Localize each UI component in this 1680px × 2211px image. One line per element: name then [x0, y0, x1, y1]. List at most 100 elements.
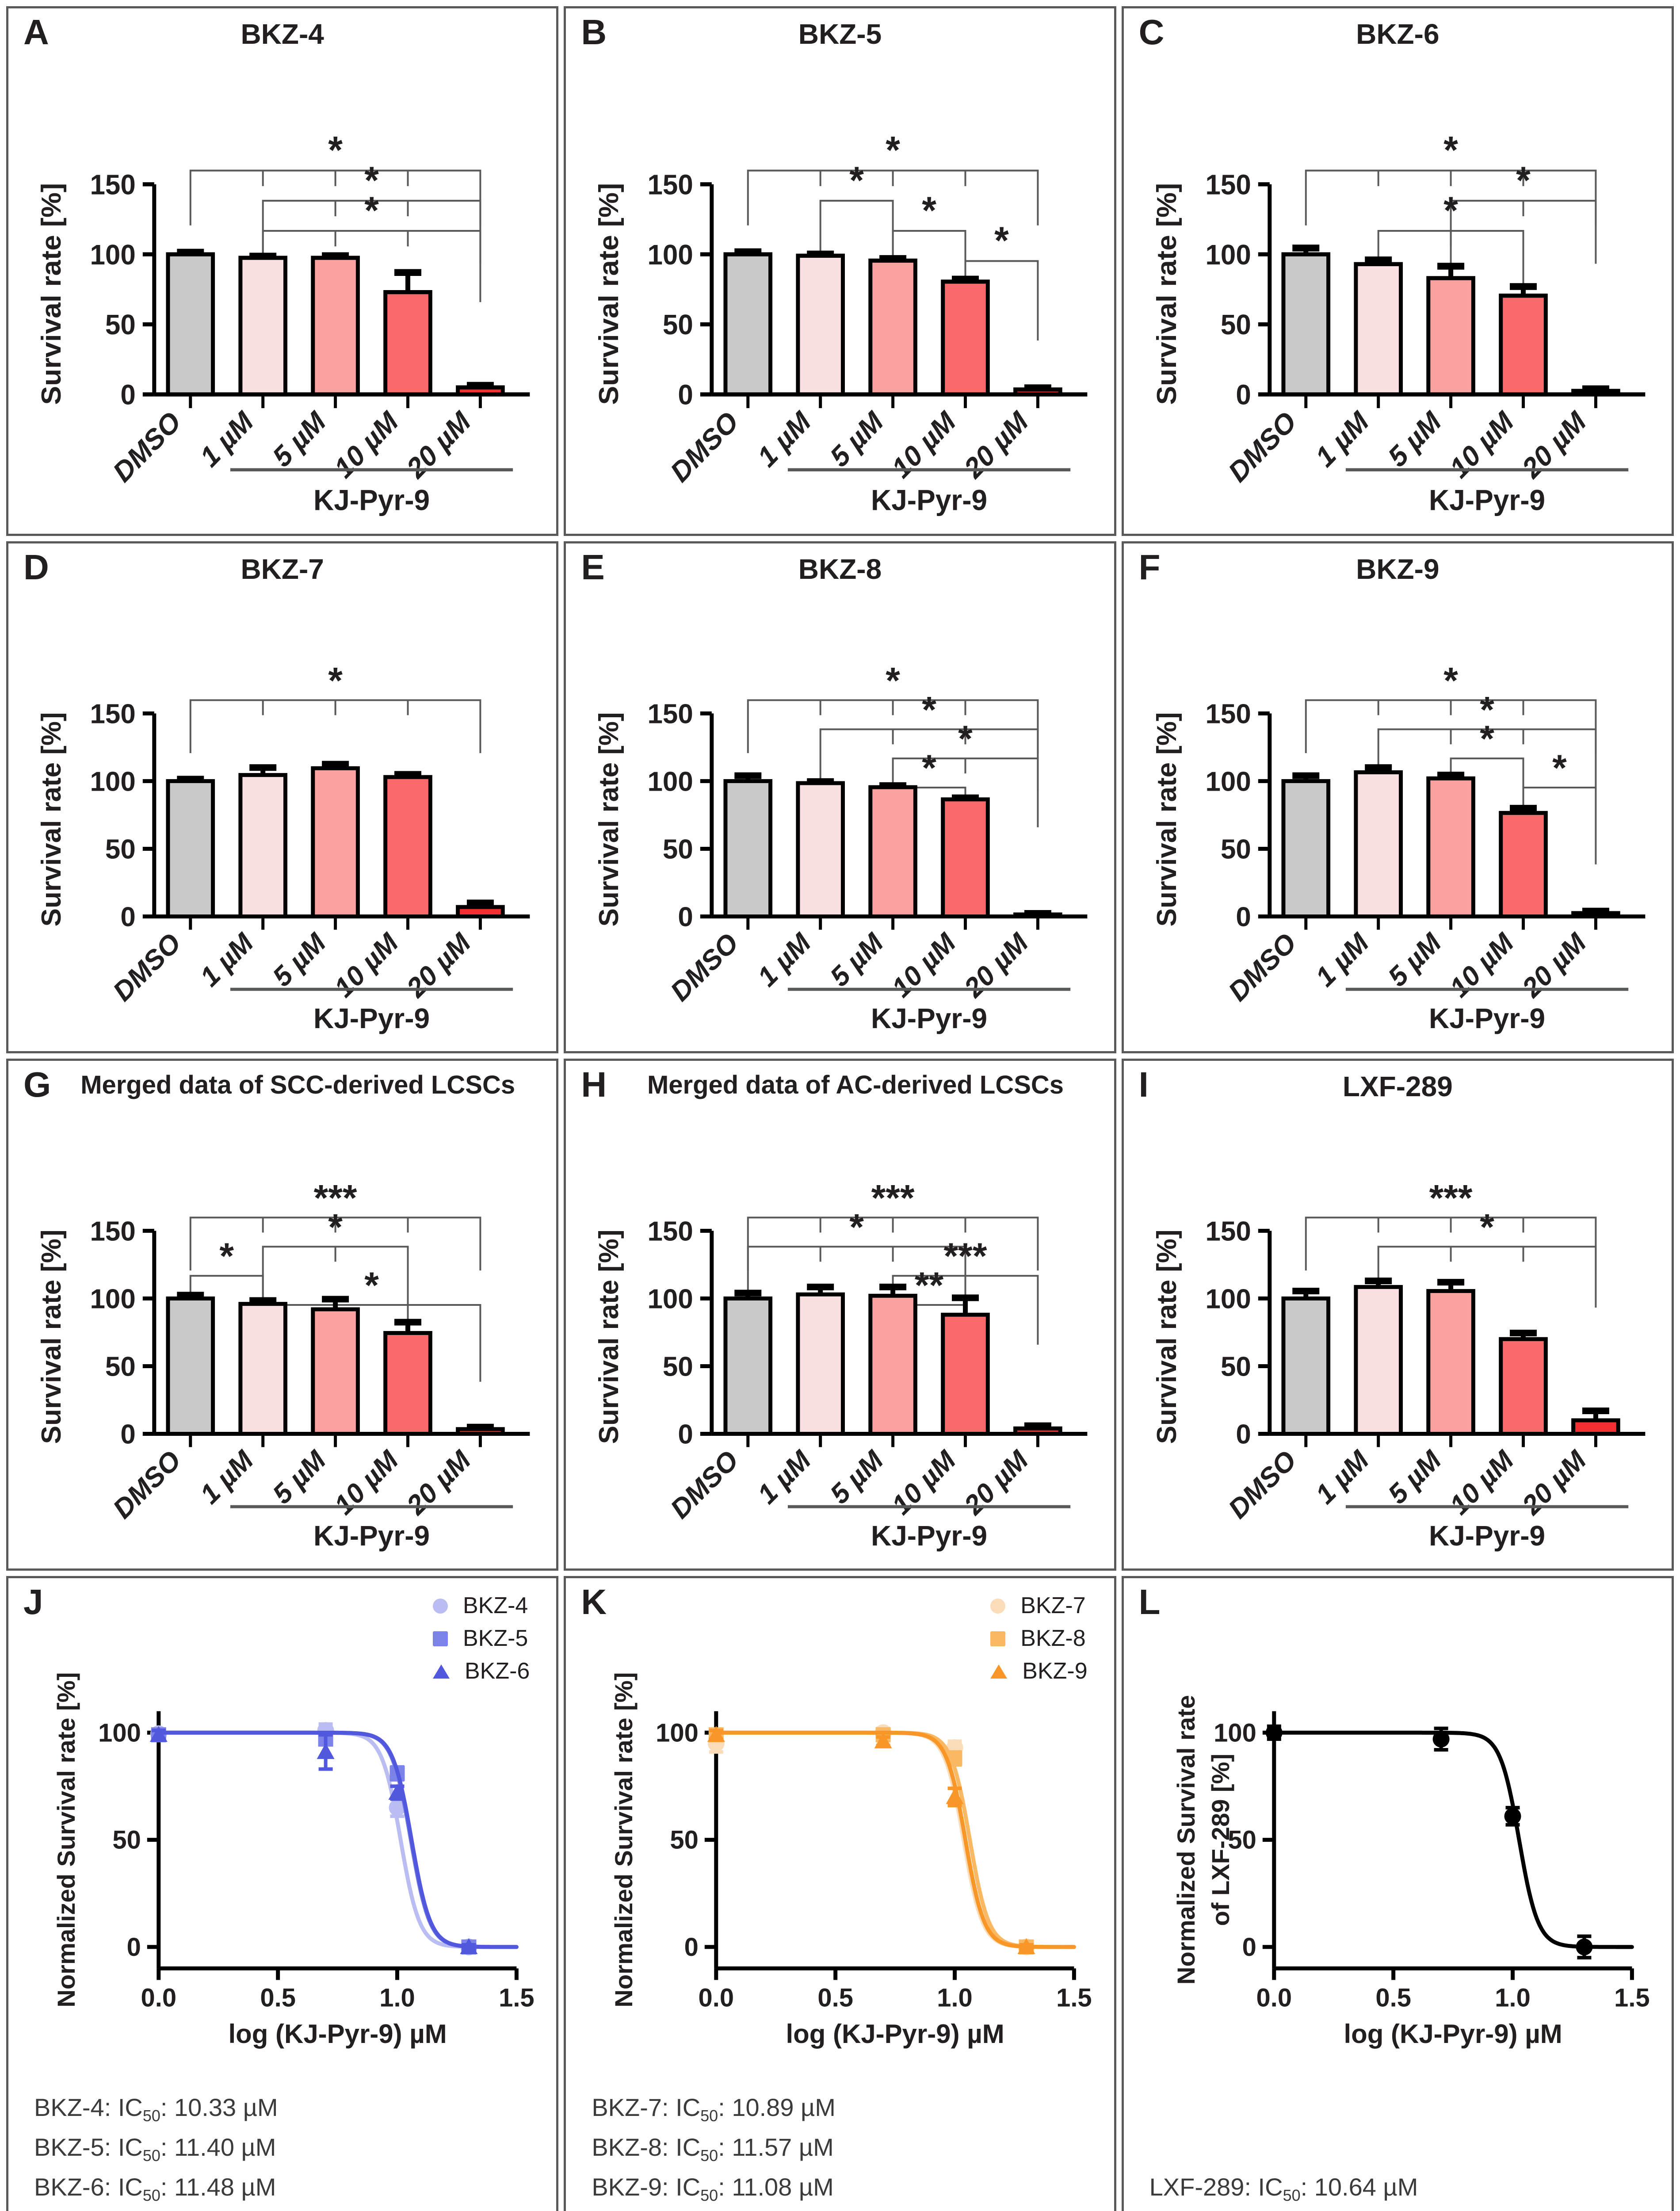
significance-bracket: ***	[747, 1177, 1039, 1271]
significance-bracket: ***	[892, 1235, 1039, 1345]
ic50-line: BKZ-7: IC50: 10.89 µM	[592, 2093, 836, 2125]
x-tick-label: 10 µM	[328, 927, 405, 1003]
y-tick-label: 0	[120, 1419, 135, 1450]
y-tick-label: 50	[112, 1826, 141, 1855]
chart-legend: BKZ-7 BKZ-8 BKZ-9	[990, 1590, 1088, 1687]
significance-stars: *	[1552, 747, 1567, 788]
x-tick-label: 0.5	[260, 1984, 296, 2012]
x-axis-label: log (KJ-Pyr-9) µM	[786, 2019, 1004, 2049]
x-tick-label: 20 µM	[958, 405, 1035, 485]
y-tick-label: 150	[648, 169, 693, 201]
group-label: KJ-Pyr-9	[871, 1002, 987, 1034]
bar	[941, 275, 990, 397]
x-tick-label: DMSO	[665, 406, 745, 488]
dose-response-chart: 0 50 100 0.0 0.5 1.0 1.5 log (KJ-Pyr-9) µM Norma…	[610, 1672, 1092, 2049]
y-tick-label: 100	[1205, 766, 1251, 797]
x-tick-label: 1 µM	[752, 405, 817, 473]
y-tick-label: 100	[1214, 1718, 1256, 1747]
y-tick-label: 100	[1205, 1284, 1251, 1314]
significance-bracket: *	[262, 1264, 481, 1382]
panel-b: B BKZ-5 * * * * 0 50 100 150 Survival rate [%] DMSO…	[564, 6, 1116, 536]
x-tick-label: 1 µM	[752, 1445, 817, 1510]
bar	[166, 776, 215, 919]
y-tick-label: 50	[1221, 834, 1251, 865]
y-axis-label: Normalized Survival rate [%]	[610, 1672, 638, 2008]
group-label: KJ-Pyr-9	[1429, 1520, 1545, 1552]
x-tick-label: 1 µM	[195, 927, 260, 993]
x-tick-label: 20 µM	[1516, 1445, 1592, 1521]
panel-title: BKZ-8	[798, 553, 882, 585]
x-tick-label: 10 µM	[328, 1445, 405, 1521]
bar-chart: * 0 50 100 150 Survival rate [%] DMSO 1 µM 5 µM1…	[36, 659, 530, 1034]
y-tick-label: 50	[1228, 1826, 1256, 1855]
x-tick-label: 10 µM	[886, 927, 962, 1003]
significance-stars: *	[364, 189, 379, 232]
bar	[1281, 245, 1330, 397]
bar	[723, 248, 773, 397]
panel-title: BKZ-9	[1356, 553, 1439, 585]
y-axis-label: Survival rate [%]	[1152, 1229, 1182, 1444]
panel-label: D	[23, 547, 49, 587]
series-lxf-289	[1265, 1724, 1634, 1960]
bar	[311, 761, 360, 919]
significance-stars: *	[886, 129, 901, 172]
y-tick-label: 50	[105, 1351, 136, 1382]
significance-stars: *	[922, 747, 937, 788]
dose-response-chart: 0 50 100 0.0 0.5 1.0 1.5 log (KJ-Pyr-9) µM Norma…	[1172, 1695, 1650, 2049]
x-tick-label: 20 µM	[958, 927, 1035, 1004]
y-tick-label: 0	[684, 1933, 699, 1962]
y-tick-label: 100	[98, 1718, 141, 1747]
y-tick-label: 50	[1221, 1351, 1251, 1382]
bar	[1281, 772, 1330, 919]
panel-k: K 0 50 100 0.0 0.5 1.0 1.5 log (KJ-Pyr-9) µM Norm…	[564, 1576, 1116, 2211]
significance-stars: *	[1516, 159, 1531, 202]
x-tick-label: 5 µM	[825, 927, 890, 993]
y-axis-label: Normalized Survival rate [%]	[52, 1672, 80, 2008]
panel-label: G	[23, 1065, 51, 1104]
y-tick-label: 0	[678, 379, 693, 411]
significance-stars: **	[915, 1264, 944, 1306]
x-tick-label: 20 µM	[1516, 405, 1592, 485]
x-tick-label: 1.0	[379, 1984, 415, 2012]
bar	[1426, 263, 1475, 397]
panel-label: I	[1138, 1065, 1149, 1104]
bar	[941, 1294, 990, 1436]
bar	[1354, 256, 1403, 397]
ic50-line: BKZ-9: IC50: 11.08 µM	[592, 2173, 834, 2205]
y-axis-label: Survival rate [%]	[594, 712, 624, 926]
y-axis-label: Survival rate [%]	[1152, 183, 1182, 405]
x-tick-label: 1.0	[937, 1984, 973, 2012]
bar	[868, 782, 918, 919]
panel-f: F BKZ-9 * * * * 0 50 100 150 Survival rate [%] DMSO…	[1121, 541, 1674, 1053]
significance-stars: *	[219, 1235, 234, 1277]
significance-stars: *	[364, 1264, 379, 1306]
bar	[1571, 385, 1620, 397]
panel-a: A BKZ-4 * * * 0 50 100 150 Survival rate [%] DMSO 1…	[6, 6, 559, 536]
y-tick-label: 100	[90, 1284, 135, 1314]
panel-title: BKZ-6	[1356, 18, 1439, 50]
chart-legend: BKZ-4 BKZ-5 BKZ-6	[432, 1590, 530, 1688]
bar	[1354, 1278, 1403, 1436]
x-tick-label: 0.0	[699, 1984, 734, 2012]
significance-stars: *	[922, 189, 937, 232]
significance-bracket: *	[262, 1206, 409, 1308]
bar	[1498, 1329, 1548, 1436]
legend-item: BKZ-6	[432, 1655, 530, 1688]
y-axis-label: Normalized Survival rate	[1172, 1695, 1200, 1985]
significance-stars: *	[886, 659, 901, 701]
significance-bracket: ***	[189, 1177, 481, 1271]
data-point-circle	[389, 1799, 406, 1816]
x-tick-label: DMSO	[107, 406, 187, 488]
y-tick-label: 150	[90, 169, 135, 201]
x-axis-label: log (KJ-Pyr-9) µM	[1344, 2019, 1562, 2049]
series-bkz-5	[151, 1727, 519, 1955]
y-tick-label: 50	[663, 309, 693, 340]
significance-bracket: *	[262, 189, 481, 302]
bar-chart: * * * * 0 50 100 150 Survival rate [%] DMSO 1 µM 5 …	[594, 659, 1088, 1034]
y-tick-label: 100	[90, 766, 135, 797]
y-tick-label: 50	[105, 834, 136, 865]
x-tick-label: 0.5	[818, 1984, 854, 2012]
significance-bracket: *	[747, 659, 1039, 754]
